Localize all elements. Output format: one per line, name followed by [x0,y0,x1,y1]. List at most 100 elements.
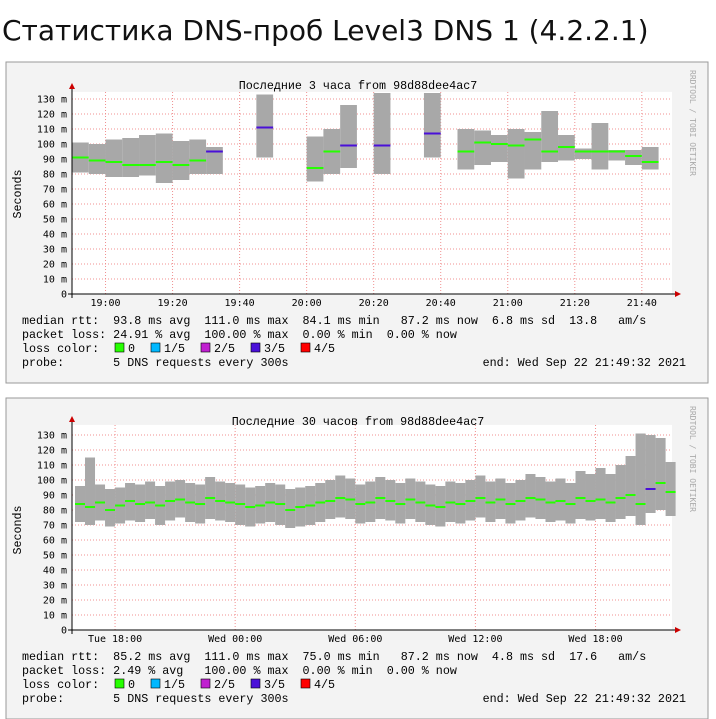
y-tick-label: 70 m [43,521,67,532]
y-tick-label: 50 m [43,215,67,226]
smoke-band [256,94,274,158]
smoke-band [575,471,586,519]
stats-line: median rtt: 85.2 ms avg 111.0 ms max 75.… [22,650,646,664]
smoke-band [490,135,508,162]
side-text: RRDTOOL / TOBI OETIKER [688,70,697,176]
y-tick-label: 20 m [43,260,67,271]
smoke-band [172,141,190,180]
legend-swatch [200,678,211,689]
legend-label: 3/5 [264,678,285,692]
smoke-band [605,474,616,522]
y-tick-label: 50 m [43,551,67,562]
legend-label: 1/5 [164,342,185,356]
smoke-band [608,150,626,161]
x-tick-label: 20:20 [359,298,389,309]
y-tick-label: 70 m [43,185,67,196]
y-tick-label: 80 m [43,170,67,181]
side-text: RRDTOOL / TOBI OETIKER [688,406,697,512]
legend-swatch [250,678,261,689]
graph-panel: Последние 3 часа from 98d88dee4ac7 Second… [5,61,709,384]
page-title: Статистика DNS-проб Level3 DNS 1 (4.2.2.… [2,14,649,47]
smoke-band [475,475,486,518]
legend-label: 2/5 [214,678,235,692]
end-time: end: Wed Sep 22 21:49:32 2021 [483,692,686,706]
smoke-band [635,433,646,525]
legend-swatch [114,342,125,353]
x-tick-label: 21:40 [627,298,657,309]
smoke-band [139,135,156,176]
smoke-band [665,462,676,516]
smoke-band [457,129,475,170]
end-time: end: Wed Sep 22 21:49:32 2021 [483,356,686,370]
smoke-band [507,129,525,179]
y-tick-label: 110 m [37,461,67,472]
y-tick-label: 90 m [43,155,67,166]
legend-swatch [150,342,161,353]
y-axis-label: Seconds [11,169,25,218]
y-tick-label: 100 m [37,476,67,487]
smoke-band [105,489,116,527]
plot-area [72,91,672,294]
legend-label: 3/5 [264,342,285,356]
legend-label: 2/5 [214,342,235,356]
y-tick-label: 10 m [43,611,67,622]
smoke-band [105,139,123,177]
graph-panel: Последние 30 часов from 98d88dee4ac7 Seco… [5,397,709,719]
y-tick-label: 90 m [43,491,67,502]
smoke-band [373,93,391,174]
legend-swatch [114,678,125,689]
legend-swatch [200,342,211,353]
legend-label: 4/5 [314,342,335,356]
stats-line: packet loss: 24.91 % avg 100.00 % max 0.… [22,328,457,342]
y-tick-label: 0 [61,626,67,637]
smoke-band [585,474,596,521]
chart-title: Последние 30 часов from 98d88dee4ac7 [232,415,485,429]
smoke-band [325,480,336,519]
legend-label: 1/5 [164,678,185,692]
smoke-band [625,150,642,165]
x-tick-label: 19:40 [225,298,255,309]
smoke-band [340,105,357,168]
stats-line: median rtt: 93.8 ms avg 111.0 ms max 84.… [22,314,646,328]
y-tick-label: 60 m [43,536,67,547]
y-tick-label: 40 m [43,230,67,241]
smoke-band [474,130,491,165]
x-tick-label: 21:00 [493,298,523,309]
plot-area [72,424,672,630]
legend-label: 0 [128,678,135,692]
x-tick-label: Tue 18:00 [88,634,142,645]
x-tick-label: 19:00 [90,298,120,309]
smoke-band [335,475,346,518]
smoke-band [423,93,441,158]
smoke-band [541,111,559,162]
smoke-band [155,133,173,183]
y-tick-label: 120 m [37,110,67,121]
y-tick-label: 110 m [37,125,67,136]
y-tick-label: 10 m [43,275,67,286]
legend-label: 0 [128,342,135,356]
smoke-band [88,144,106,174]
axis-arrow [675,291,681,297]
smoke-band [645,435,656,513]
legend-swatch [300,342,311,353]
x-tick-label: Wed 00:00 [208,634,262,645]
y-tick-label: 80 m [43,506,67,517]
legend-swatch [250,342,261,353]
x-tick-label: 20:00 [292,298,322,309]
chart-title: Последние 3 часа from 98d88dee4ac7 [239,79,477,93]
smoke-band [641,147,659,170]
y-tick-label: 130 m [37,431,67,442]
x-tick-label: Wed 06:00 [328,634,382,645]
smoke-band [591,123,609,170]
x-tick-label: Wed 18:00 [568,634,622,645]
smoke-band [525,474,536,518]
smoke-band [595,468,606,519]
x-tick-label: 19:20 [158,298,188,309]
smoke-band [122,138,140,177]
probe-line: probe: 5 DNS requests every 300s [22,692,289,706]
smoke-band [655,438,666,510]
y-tick-label: 30 m [43,245,67,256]
x-tick-label: 21:20 [560,298,590,309]
